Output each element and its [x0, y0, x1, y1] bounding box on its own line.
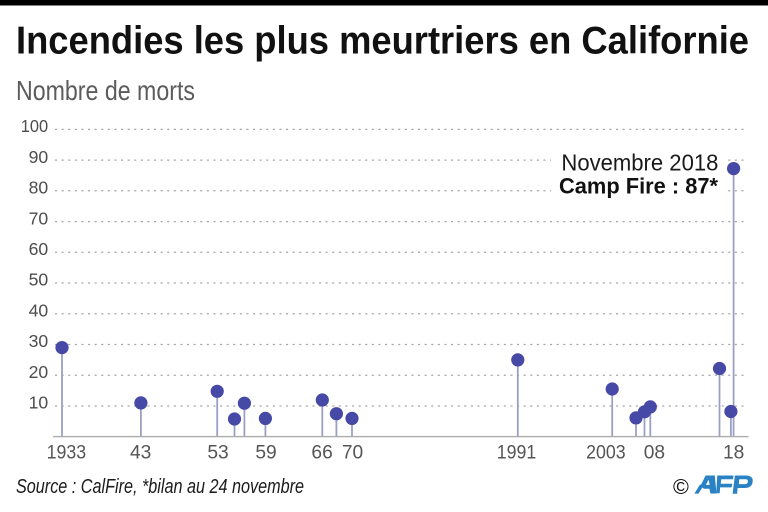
svg-text:18: 18 — [723, 442, 744, 463]
svg-text:2003: 2003 — [586, 442, 626, 463]
svg-text:59: 59 — [255, 442, 276, 463]
svg-text:53: 53 — [207, 442, 228, 463]
svg-text:80: 80 — [29, 178, 49, 198]
svg-text:70: 70 — [342, 442, 363, 463]
svg-text:70: 70 — [29, 208, 49, 228]
svg-text:Source : CalFire, *bilan au 24: Source : CalFire, *bilan au 24 novembre — [16, 475, 304, 498]
svg-text:Incendies les plus meurtriers: Incendies les plus meurtriers en Califor… — [16, 19, 749, 62]
svg-text:Nombre de morts: Nombre de morts — [16, 75, 195, 106]
svg-text:40: 40 — [29, 301, 49, 321]
svg-text:66: 66 — [311, 442, 332, 463]
svg-text:1933: 1933 — [47, 442, 87, 463]
svg-text:©: © — [673, 475, 689, 499]
svg-text:90: 90 — [29, 147, 49, 167]
svg-text:100: 100 — [21, 116, 48, 136]
svg-text:1991: 1991 — [497, 442, 537, 463]
svg-text:50: 50 — [29, 270, 49, 290]
svg-text:Camp Fire : 87*: Camp Fire : 87* — [559, 173, 718, 198]
svg-text:Novembre 2018: Novembre 2018 — [561, 150, 718, 176]
svg-text:60: 60 — [29, 239, 49, 259]
svg-text:30: 30 — [29, 331, 49, 351]
svg-text:20: 20 — [29, 362, 49, 382]
svg-text:10: 10 — [29, 393, 49, 413]
svg-text:08: 08 — [644, 442, 665, 463]
svg-text:43: 43 — [130, 442, 151, 463]
